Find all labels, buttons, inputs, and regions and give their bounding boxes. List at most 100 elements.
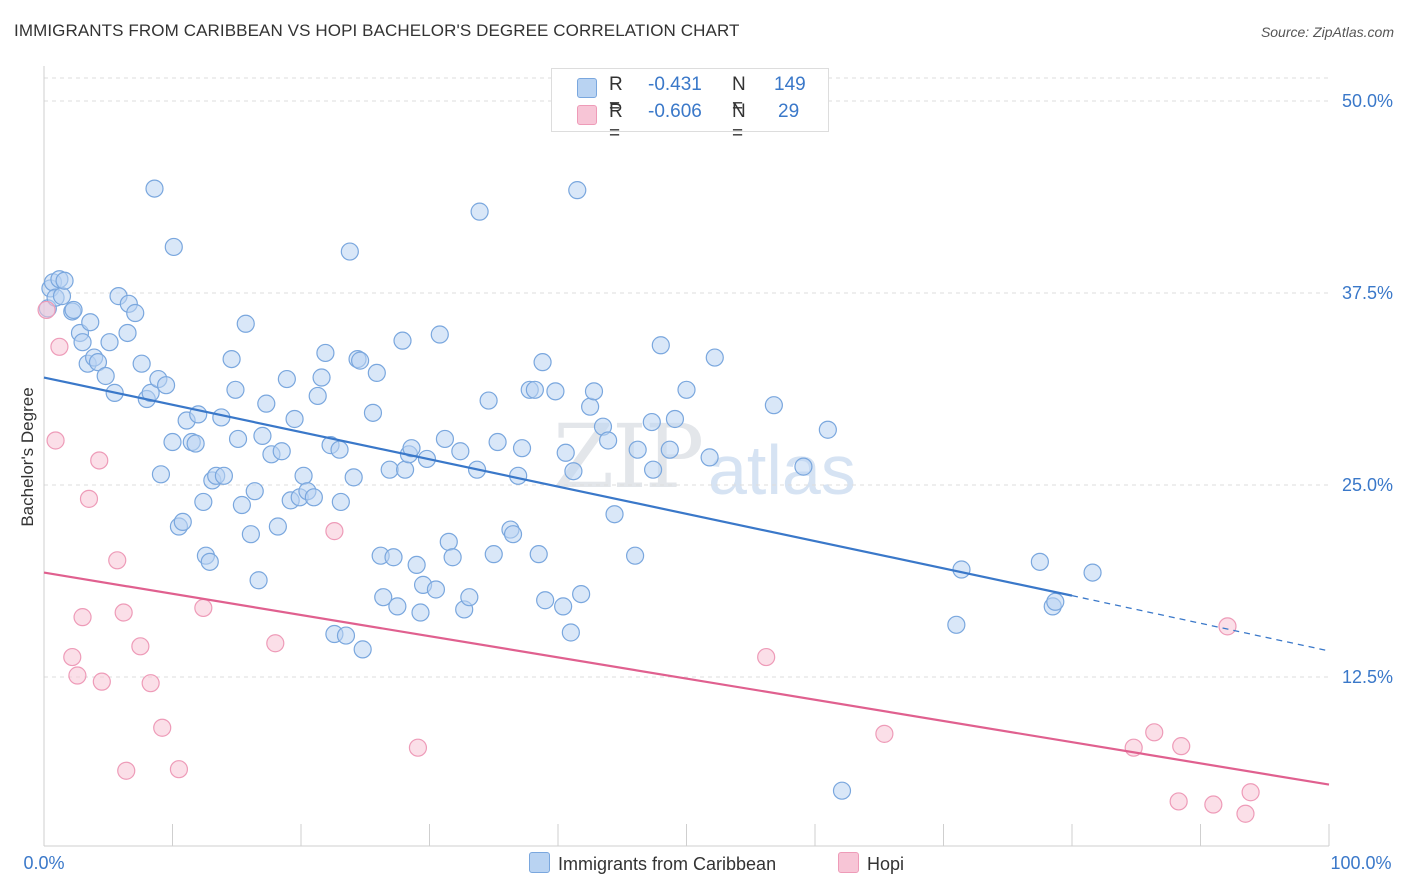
point-caribbean	[353, 640, 372, 659]
point-caribbean	[525, 380, 544, 399]
point-hopi	[757, 647, 776, 667]
point-caribbean	[665, 409, 685, 429]
point-caribbean	[245, 482, 264, 501]
point-caribbean	[628, 440, 647, 459]
point-caribbean	[151, 465, 171, 484]
point-hopi	[1145, 723, 1164, 742]
point-caribbean	[568, 181, 587, 200]
point-caribbean	[336, 626, 356, 645]
x-tick-label: 100.0%	[1330, 853, 1391, 873]
point-caribbean	[642, 412, 661, 432]
trendline-caribbean	[43, 376, 1073, 597]
legend-n-label: N =	[732, 101, 746, 144]
point-hopi	[169, 760, 189, 779]
point-caribbean	[81, 313, 100, 332]
point-caribbean	[470, 202, 489, 221]
point-caribbean	[100, 333, 119, 352]
legend-swatch-blue	[577, 78, 597, 98]
legend-swatch-pink	[577, 105, 597, 125]
trend-layer	[43, 376, 1330, 786]
point-hopi	[325, 522, 344, 541]
point-caribbean	[407, 555, 426, 575]
legend-r-value: -0.431	[648, 74, 702, 95]
point-hopi	[37, 300, 56, 320]
legend-n-value: 149	[774, 74, 806, 95]
point-hopi	[79, 489, 99, 508]
point-caribbean	[272, 442, 291, 461]
point-caribbean	[277, 369, 296, 389]
point-caribbean	[411, 603, 430, 622]
legend-n-label: N =	[732, 74, 746, 117]
point-caribbean	[705, 348, 724, 367]
point-hopi	[90, 451, 109, 470]
point-caribbean	[330, 440, 349, 459]
point-caribbean	[374, 588, 393, 607]
trendline-hopi	[43, 571, 1330, 786]
point-caribbean	[344, 468, 363, 487]
point-caribbean	[643, 460, 663, 479]
trendline-caribbean-extension	[1071, 594, 1330, 652]
label-layer: 12.5% 25.0% 37.5% 50.0% 0.0% 100.0% Bachelor's…	[18, 91, 1393, 873]
legend-n-value: 29	[778, 101, 800, 122]
point-hopi	[108, 551, 127, 570]
point-caribbean	[222, 349, 241, 369]
point-caribbean	[388, 597, 407, 616]
point-caribbean	[952, 560, 971, 579]
point-hopi	[92, 672, 111, 691]
point-hopi	[153, 718, 172, 737]
point-caribbean	[488, 432, 507, 452]
legend-r-label: R =	[609, 74, 623, 117]
y-tick-label: 25.0%	[1342, 475, 1393, 495]
point-hopi	[1172, 737, 1191, 756]
point-caribbean	[426, 580, 446, 599]
point-caribbean	[677, 380, 696, 399]
watermark-atlas: atlas	[708, 431, 856, 509]
point-hopi	[46, 431, 65, 450]
point-hopi	[114, 603, 133, 622]
point-caribbean	[156, 376, 176, 395]
points-layer	[37, 179, 1260, 823]
point-caribbean	[947, 615, 966, 634]
point-caribbean	[351, 351, 370, 370]
point-caribbean	[141, 383, 160, 402]
point-caribbean	[340, 242, 359, 261]
point-hopi	[63, 647, 82, 667]
point-caribbean	[228, 429, 248, 449]
point-caribbean	[64, 300, 83, 320]
point-caribbean	[439, 532, 458, 551]
point-hopi	[1204, 795, 1223, 814]
point-caribbean	[1046, 592, 1065, 611]
point-caribbean	[118, 323, 137, 343]
point-caribbean	[443, 548, 462, 567]
chart-title: IMMIGRANTS FROM CARIBBEAN VS HOPI BACHEL…	[14, 21, 740, 40]
point-caribbean	[402, 439, 421, 458]
point-caribbean	[316, 343, 335, 363]
point-caribbean	[564, 462, 583, 481]
point-hopi	[1236, 804, 1255, 823]
point-hopi	[68, 666, 87, 685]
point-caribbean	[132, 354, 151, 373]
point-caribbean	[249, 571, 268, 590]
point-caribbean	[163, 432, 182, 452]
point-caribbean	[529, 545, 548, 564]
y-tick-label: 50.0%	[1342, 91, 1393, 111]
point-caribbean	[479, 391, 498, 410]
bottom-legend-swatch-blue	[529, 852, 550, 873]
bottom-legend-swatch-pink	[838, 852, 859, 873]
point-caribbean	[512, 439, 532, 458]
point-caribbean	[625, 546, 645, 565]
point-caribbean	[363, 403, 383, 422]
point-caribbean	[554, 597, 573, 616]
point-caribbean	[395, 460, 415, 479]
point-hopi	[73, 608, 92, 627]
point-caribbean	[55, 271, 74, 290]
y-tick-label: 37.5%	[1342, 283, 1393, 303]
bottom-legend-label: Immigrants from Caribbean	[558, 854, 777, 874]
point-caribbean	[764, 396, 783, 415]
point-caribbean	[126, 303, 145, 323]
point-caribbean	[561, 623, 580, 642]
point-caribbean	[236, 314, 255, 333]
legend-r-label: R =	[609, 101, 623, 144]
point-caribbean	[145, 179, 164, 198]
